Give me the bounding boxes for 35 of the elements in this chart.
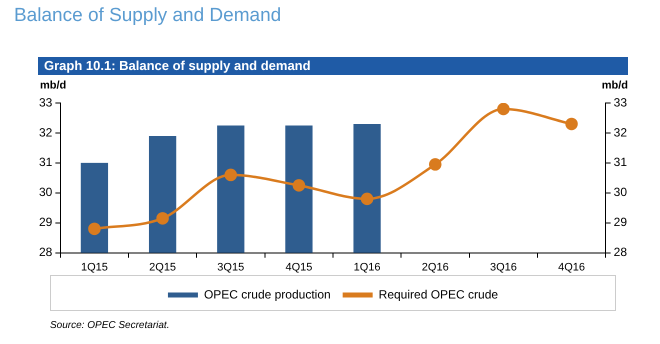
y-axis-title: mb/d [40, 80, 66, 92]
y2-tick-label: 29 [614, 215, 628, 230]
chart-subtitle: Graph 10.1: Balance of supply and demand [38, 57, 628, 75]
point [224, 168, 238, 182]
point [497, 103, 510, 116]
x-tick-label: 3Q15 [217, 261, 244, 274]
y2-tick-label: 31 [614, 155, 628, 170]
y-tick-label: 30 [38, 185, 53, 200]
x-tick-label: 4Q15 [285, 261, 312, 274]
y-tick-label: 33 [38, 95, 53, 110]
y2-tick-label: 30 [614, 185, 628, 200]
point [360, 192, 374, 206]
point [88, 222, 101, 236]
y2-tick-label: 28 [614, 245, 628, 260]
y2-axis-title: mb/d [602, 80, 628, 92]
point [428, 158, 442, 171]
y-tick-label: 29 [38, 215, 53, 230]
x-tick-label: 4Q16 [558, 261, 586, 274]
y-tick-label: 32 [38, 125, 53, 140]
x-tick-label: 2Q15 [149, 261, 176, 274]
point [156, 212, 169, 225]
point [565, 118, 578, 130]
y2-tick-label: 33 [614, 95, 628, 110]
legend-label: Required OPEC crude [378, 287, 498, 302]
y-tick-label: 28 [38, 245, 53, 260]
legend-label: OPEC crude production [204, 287, 331, 302]
x-tick-label: 2Q16 [422, 261, 449, 274]
x-tick-label: 3Q16 [490, 261, 517, 274]
source-note: Source: OPEC Secretariat. [50, 320, 170, 331]
y2-tick-label: 32 [614, 125, 628, 140]
point [292, 179, 306, 192]
x-tick-label: 1Q15 [80, 261, 108, 274]
chart-title: Balance of Supply and Demand [14, 5, 282, 27]
y-tick-label: 31 [38, 155, 53, 170]
x-tick-label: 1Q16 [354, 261, 381, 274]
